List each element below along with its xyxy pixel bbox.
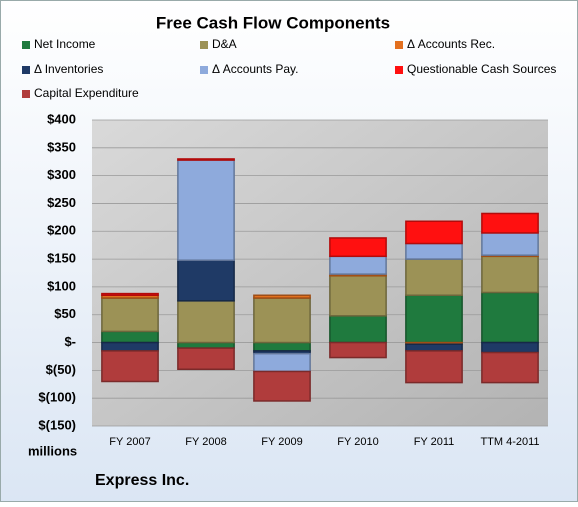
bar-segment [481, 351, 539, 384]
bar-segment [481, 341, 539, 354]
legend-label: Δ Accounts Pay. [212, 62, 299, 76]
y-tick-label: $400 [47, 111, 76, 126]
bar-segment [405, 242, 463, 260]
legend-label: Δ Inventories [34, 62, 103, 76]
bar-segment [405, 294, 463, 344]
x-tick-label: FY 2008 [185, 436, 226, 448]
y-tick-label: $50 [54, 306, 76, 321]
plot-area [92, 120, 548, 426]
bar-segment [253, 370, 311, 402]
x-tick-label: FY 2009 [261, 436, 302, 448]
legend-label: Questionable Cash Sources [407, 62, 556, 76]
y-tick-label: $100 [47, 278, 76, 293]
legend-swatch [22, 41, 30, 49]
bar-segment [177, 159, 235, 261]
chart-title: Free Cash Flow Components [156, 13, 390, 32]
y-tick-label: $300 [47, 167, 76, 182]
legend-label: Net Income [34, 37, 96, 51]
x-tick-label: FY 2011 [414, 436, 455, 448]
x-tick-label: FY 2007 [109, 436, 150, 448]
unit-label: millions [28, 443, 77, 458]
bar-segment [329, 255, 387, 275]
footer: Express Inc. [95, 472, 189, 489]
bar-segment [329, 275, 387, 317]
bar-segment [405, 350, 463, 384]
legend-swatch [22, 90, 30, 98]
legend-label: Δ Accounts Rec. [407, 37, 495, 51]
bar-segment [481, 255, 539, 294]
bar-segment [253, 341, 311, 352]
bar-segment [177, 259, 235, 302]
y-tick-label: $(150) [38, 417, 76, 432]
bar-segment [329, 315, 387, 344]
bar-segment [101, 350, 159, 383]
bar-segment [177, 300, 235, 344]
y-tick-label: $(100) [38, 390, 76, 405]
legend-swatch [395, 41, 403, 49]
bar-segment [253, 294, 311, 299]
x-tick-label: FY 2010 [337, 436, 378, 448]
bar-segment [481, 291, 539, 344]
bar-segment [329, 237, 387, 258]
bar-segment [253, 352, 311, 373]
y-tick-label: $250 [47, 195, 76, 210]
y-tick-label: $350 [47, 139, 76, 154]
y-tick-label: $- [64, 334, 76, 349]
bar-segment [405, 343, 463, 352]
bar-segment [329, 341, 387, 359]
legend-swatch [200, 41, 208, 49]
legend-swatch [395, 66, 403, 74]
bar-segment [405, 220, 463, 245]
bar-segment [253, 297, 311, 344]
bar-segment [481, 232, 539, 256]
bar-segment [101, 330, 159, 344]
bar-segment [177, 341, 235, 349]
y-tick-label: $200 [47, 223, 76, 238]
bar-segment [101, 341, 159, 352]
y-tick-label: $(50) [46, 362, 76, 377]
y-tick-label: $150 [47, 251, 76, 266]
bar-segment [481, 212, 539, 234]
bar-segment [101, 297, 159, 333]
legend-label: D&A [212, 37, 237, 51]
legend-swatch [22, 66, 30, 74]
legend-swatch [200, 66, 208, 74]
bar-segment [177, 158, 235, 161]
bar-segment [101, 292, 159, 297]
bar-segment [177, 347, 235, 371]
x-tick-label: TTM 4-2011 [480, 436, 539, 448]
legend-label: Capital Expenditure [34, 86, 139, 100]
bar-segment [405, 258, 463, 297]
